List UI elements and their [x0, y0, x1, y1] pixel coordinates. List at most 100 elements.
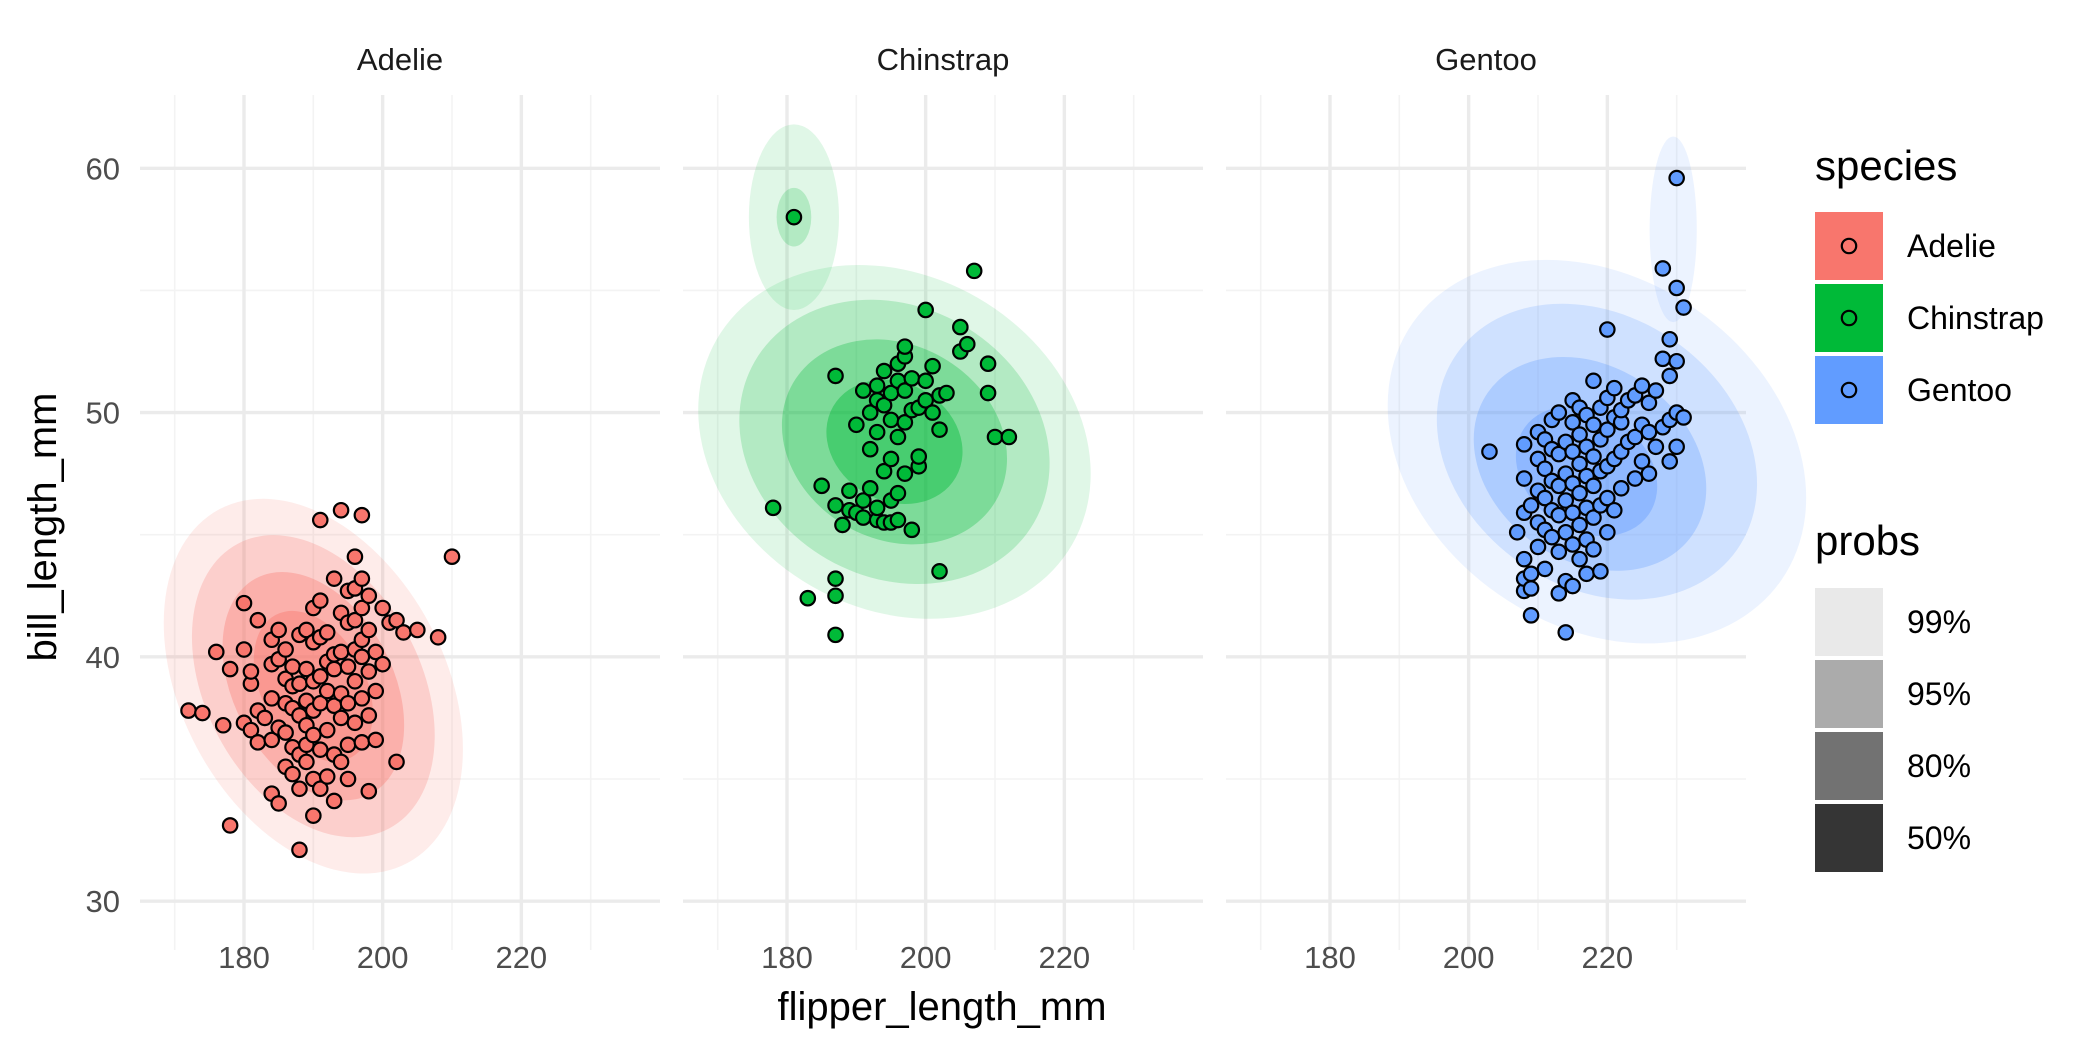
data-point	[1647, 438, 1665, 456]
data-point	[938, 384, 955, 402]
data-point	[263, 690, 281, 707]
data-point	[1668, 169, 1685, 187]
gridlines	[1226, 95, 1746, 950]
data-point	[311, 511, 329, 529]
x-tick-label: 180	[1304, 940, 1356, 975]
data-point	[311, 592, 329, 609]
data-point	[889, 484, 907, 502]
data-point	[221, 817, 239, 834]
data-point	[325, 660, 343, 678]
data-point	[931, 421, 948, 438]
data-point	[1675, 299, 1692, 316]
data-point	[1550, 404, 1568, 421]
data-point	[332, 501, 350, 519]
data-point	[360, 782, 378, 800]
data-point	[834, 516, 851, 534]
data-point	[284, 658, 301, 675]
data-point	[339, 770, 357, 788]
data-point	[917, 301, 934, 319]
legend-key-prob-99: 99%	[1815, 588, 1971, 656]
data-point	[311, 668, 329, 685]
data-point	[1550, 506, 1568, 524]
data-point	[1661, 453, 1679, 470]
data-point	[332, 709, 350, 727]
x-axis-title: flipper_length_mm	[777, 985, 1106, 1029]
data-point	[1481, 443, 1498, 460]
data-point	[1592, 563, 1609, 580]
data-point	[374, 655, 391, 673]
data-point	[353, 690, 371, 707]
data-point	[1599, 321, 1616, 338]
data-point	[1564, 414, 1581, 431]
legend-key-prob-50: 50%	[1815, 804, 1971, 872]
data-point	[1564, 577, 1581, 595]
x-tick-label: 220	[495, 940, 547, 975]
data-point	[1647, 382, 1665, 399]
data-point	[388, 611, 405, 629]
data-point	[827, 497, 844, 514]
data-point	[965, 262, 983, 280]
data-point	[221, 660, 239, 678]
data-point	[1654, 260, 1672, 277]
x-tick-label: 180	[218, 940, 270, 975]
data-point	[235, 641, 253, 658]
data-point	[291, 675, 308, 693]
data-point	[263, 731, 281, 749]
data-point	[1675, 409, 1692, 426]
data-point	[896, 414, 914, 431]
facet-adelie: Adelie 180 200 220	[140, 42, 660, 975]
legend: species probs Adelie Chinstrap Gentoo 99% 95…	[1815, 142, 2044, 872]
legend-label: Gentoo	[1907, 372, 2012, 408]
data-point	[861, 404, 879, 421]
y-tick-label: 60	[86, 151, 120, 186]
data-point	[1661, 367, 1679, 385]
data-point	[325, 792, 343, 810]
legend-label: 50%	[1907, 820, 1971, 856]
data-point	[854, 492, 872, 509]
data-point	[986, 428, 1004, 446]
data-point	[861, 479, 879, 497]
data-point	[1640, 423, 1658, 441]
data-point	[889, 428, 907, 446]
facet-label: Gentoo	[1435, 42, 1537, 77]
data-point	[1668, 438, 1685, 456]
x-tick-label: 200	[357, 940, 409, 975]
data-point	[827, 570, 844, 587]
data-point	[903, 521, 921, 539]
data-point	[785, 208, 803, 226]
data-point	[277, 641, 294, 658]
data-point	[1515, 550, 1533, 568]
legend-swatch	[1815, 588, 1883, 656]
legend-point	[1840, 237, 1858, 255]
data-point	[924, 357, 941, 375]
data-point	[318, 682, 336, 700]
data-point	[235, 594, 253, 612]
data-point	[339, 694, 357, 712]
data-point	[1626, 470, 1644, 487]
data-point	[305, 726, 322, 744]
data-point	[848, 416, 865, 434]
data-point	[284, 765, 301, 783]
data-point	[1522, 607, 1540, 624]
data-point	[1571, 426, 1588, 443]
data-point	[305, 807, 322, 824]
data-point	[277, 724, 294, 741]
data-point	[1557, 523, 1575, 541]
x-tick-label: 220	[1038, 940, 1090, 975]
data-point	[1668, 279, 1685, 297]
data-point	[1585, 477, 1602, 495]
data-point	[367, 682, 385, 700]
data-point	[1605, 501, 1623, 519]
data-point	[1564, 536, 1581, 553]
legend-label: 99%	[1907, 604, 1971, 640]
data-point	[875, 362, 893, 380]
legend-label: 80%	[1907, 748, 1971, 784]
data-point	[1585, 509, 1602, 526]
data-point	[841, 482, 858, 500]
legend-swatch	[1815, 804, 1883, 872]
data-point	[868, 377, 886, 394]
data-point	[979, 384, 997, 402]
facet-panels: Adelie 180 200 220 Chinstrap 180 200 220 Gentoo 1…	[140, 42, 1807, 975]
data-point	[917, 372, 934, 390]
